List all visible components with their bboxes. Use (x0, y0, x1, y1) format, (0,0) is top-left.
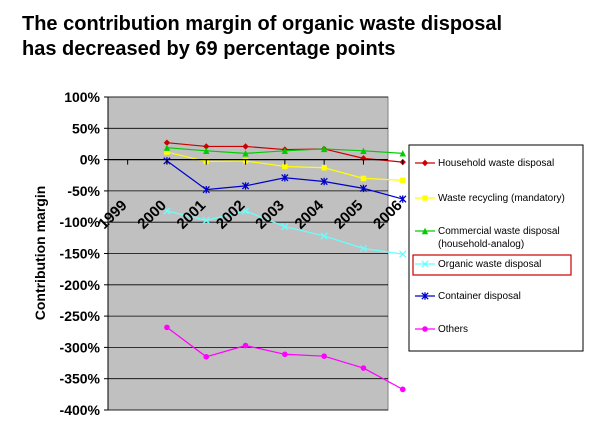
y-tick-label: -50% (67, 183, 100, 199)
legend-entry: Waste recycling (mandatory) (415, 193, 565, 204)
data-point (242, 342, 249, 349)
y-tick-label: -350% (60, 371, 101, 387)
plot-area (107, 96, 389, 411)
data-point (203, 143, 210, 150)
legend-label: Container disposal (438, 291, 521, 302)
data-point (163, 144, 171, 151)
data-point (399, 386, 406, 393)
legend-highlight-box (412, 254, 572, 276)
data-point (421, 159, 429, 167)
legend-entry: Commercial waste disposal (household-anal… (415, 226, 560, 250)
y-tick-label: -150% (60, 246, 101, 262)
data-point (360, 175, 367, 182)
series-others (164, 324, 406, 393)
legend-label: Organic waste disposal (438, 259, 541, 270)
legend-label: Household waste disposal (438, 158, 554, 169)
legend-entry: Organic waste disposal (412, 254, 572, 276)
data-point (360, 365, 367, 371)
legend-entry: Household waste disposal (415, 158, 554, 169)
y-tick-label: 50% (72, 120, 101, 136)
chart-title-line2: has decreased by 69 percentage points (22, 38, 396, 60)
data-point (241, 182, 250, 190)
y-tick-label: -200% (60, 277, 101, 293)
y-tick-label: 0% (80, 152, 101, 168)
legend: Household waste disposal Waste recycling … (408, 144, 584, 352)
data-point (203, 353, 210, 360)
data-point (164, 324, 170, 331)
legend-label: Commercial waste disposal (household-anal… (438, 226, 560, 250)
data-point (320, 232, 328, 240)
data-point (282, 163, 288, 170)
data-point (399, 250, 407, 258)
data-point (422, 326, 428, 332)
data-point (320, 177, 328, 186)
y-tick-label: -400% (60, 402, 101, 418)
legend-label: Waste recycling (mandatory) (438, 193, 565, 204)
y-axis-title: Contribution margin (32, 186, 48, 321)
series-layer (163, 139, 407, 393)
series-container-disposal (163, 157, 407, 203)
chart-title-line1: The contribution margin of organic waste… (22, 13, 503, 35)
data-point (202, 185, 210, 194)
data-point (422, 195, 428, 201)
data-point (202, 216, 210, 224)
data-point (421, 292, 429, 300)
legend-label: Others (438, 324, 468, 335)
legend-entry: Others (415, 324, 468, 335)
data-point (359, 184, 368, 193)
data-point (282, 351, 288, 358)
data-point (242, 143, 249, 150)
data-point (360, 147, 367, 155)
data-point (164, 149, 170, 155)
data-point (421, 227, 429, 235)
data-point (400, 177, 406, 183)
y-tick-label: -300% (60, 339, 101, 355)
data-point (359, 244, 368, 253)
data-point (281, 174, 289, 182)
data-point (242, 150, 249, 157)
data-point (203, 147, 210, 155)
data-point (399, 150, 406, 157)
data-point (281, 222, 289, 231)
data-point (241, 207, 250, 215)
y-tick-label: -100% (60, 214, 101, 230)
y-tick-label: 100% (64, 89, 100, 105)
data-point (399, 195, 407, 203)
legend-box (408, 144, 584, 352)
data-point (421, 260, 429, 268)
data-point (321, 165, 327, 171)
data-point (163, 139, 171, 146)
data-point (321, 353, 327, 359)
series-organic-waste-disposal (163, 207, 407, 258)
chart-title: The contribution margin of organic waste… (22, 12, 582, 62)
data-point (320, 145, 328, 153)
series-commercial-waste-disposal-household-analog (163, 144, 406, 157)
legend-entry: Container disposal (415, 291, 521, 302)
y-tick-label: -250% (60, 308, 101, 324)
data-point (281, 147, 289, 155)
data-point (163, 207, 171, 215)
